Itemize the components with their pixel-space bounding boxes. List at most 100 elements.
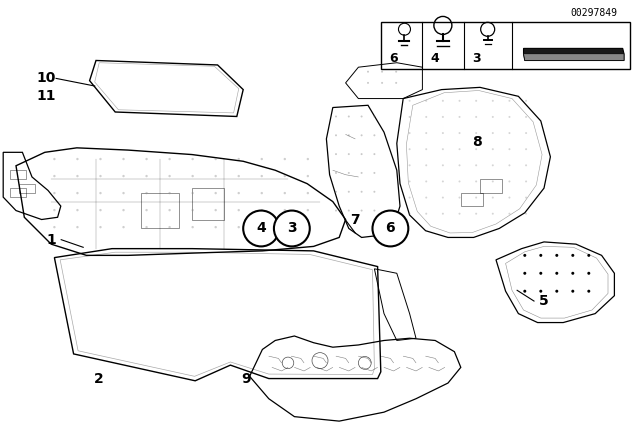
Circle shape — [442, 116, 444, 118]
Circle shape — [348, 153, 350, 155]
Circle shape — [99, 226, 102, 228]
Circle shape — [360, 153, 363, 155]
Text: 7: 7 — [350, 212, 360, 227]
Circle shape — [274, 211, 310, 246]
Circle shape — [53, 175, 56, 177]
Circle shape — [237, 158, 240, 160]
Circle shape — [442, 197, 444, 198]
Circle shape — [284, 226, 286, 228]
Circle shape — [76, 192, 79, 194]
Circle shape — [307, 192, 309, 194]
Circle shape — [525, 197, 527, 198]
Circle shape — [335, 116, 337, 117]
Circle shape — [360, 210, 363, 211]
Text: 1: 1 — [46, 233, 56, 247]
Circle shape — [237, 175, 240, 177]
Circle shape — [53, 226, 56, 228]
Circle shape — [99, 192, 102, 194]
Circle shape — [492, 148, 494, 150]
Polygon shape — [524, 48, 624, 60]
Text: 2: 2 — [94, 371, 104, 386]
Circle shape — [381, 82, 383, 84]
Circle shape — [191, 192, 194, 194]
Circle shape — [524, 272, 526, 275]
Circle shape — [335, 191, 337, 193]
Circle shape — [307, 226, 309, 228]
Circle shape — [335, 134, 337, 136]
Circle shape — [508, 116, 511, 118]
Circle shape — [425, 197, 428, 198]
Circle shape — [458, 164, 461, 166]
Circle shape — [395, 82, 397, 84]
Circle shape — [442, 164, 444, 166]
Circle shape — [508, 213, 511, 215]
Circle shape — [540, 272, 542, 275]
Circle shape — [395, 71, 397, 73]
Circle shape — [408, 116, 411, 118]
Polygon shape — [524, 54, 624, 60]
Circle shape — [408, 213, 411, 215]
Circle shape — [556, 290, 558, 293]
Circle shape — [425, 100, 428, 102]
Circle shape — [214, 192, 217, 194]
Circle shape — [145, 192, 148, 194]
Circle shape — [122, 192, 125, 194]
Circle shape — [508, 148, 511, 150]
Circle shape — [360, 191, 363, 193]
Circle shape — [588, 254, 590, 257]
Text: 11: 11 — [36, 89, 56, 103]
Circle shape — [492, 100, 494, 102]
Circle shape — [475, 164, 477, 166]
Text: 6: 6 — [389, 52, 398, 65]
Circle shape — [540, 254, 542, 257]
Circle shape — [588, 272, 590, 275]
Circle shape — [260, 175, 263, 177]
Circle shape — [408, 164, 411, 166]
Circle shape — [475, 197, 477, 198]
Circle shape — [168, 226, 171, 228]
Circle shape — [508, 100, 511, 102]
Text: 4: 4 — [256, 221, 266, 236]
Circle shape — [122, 209, 125, 211]
Circle shape — [525, 164, 527, 166]
Circle shape — [408, 148, 411, 150]
Circle shape — [475, 213, 477, 215]
Circle shape — [122, 226, 125, 228]
Circle shape — [237, 226, 240, 228]
Text: 5: 5 — [539, 294, 549, 308]
Circle shape — [492, 181, 494, 182]
Circle shape — [335, 210, 337, 211]
Circle shape — [260, 192, 263, 194]
Text: 6: 6 — [385, 221, 396, 236]
Circle shape — [373, 191, 376, 193]
Circle shape — [145, 175, 148, 177]
Circle shape — [76, 158, 79, 160]
Circle shape — [260, 209, 263, 211]
Circle shape — [191, 175, 194, 177]
Circle shape — [122, 175, 125, 177]
Circle shape — [492, 132, 494, 134]
Circle shape — [425, 116, 428, 118]
Circle shape — [191, 158, 194, 160]
Text: 9: 9 — [241, 371, 252, 386]
Circle shape — [442, 132, 444, 134]
Circle shape — [191, 226, 194, 228]
Circle shape — [508, 164, 511, 166]
Circle shape — [335, 172, 337, 174]
Circle shape — [572, 290, 574, 293]
Circle shape — [572, 254, 574, 257]
Circle shape — [99, 209, 102, 211]
Circle shape — [492, 213, 494, 215]
Circle shape — [525, 100, 527, 102]
Circle shape — [572, 272, 574, 275]
Circle shape — [408, 100, 411, 102]
Circle shape — [373, 153, 376, 155]
Circle shape — [458, 181, 461, 182]
Circle shape — [458, 148, 461, 150]
Circle shape — [524, 254, 526, 257]
Circle shape — [425, 213, 428, 215]
Circle shape — [525, 116, 527, 118]
Circle shape — [360, 134, 363, 136]
Circle shape — [348, 210, 350, 211]
Circle shape — [348, 134, 350, 136]
